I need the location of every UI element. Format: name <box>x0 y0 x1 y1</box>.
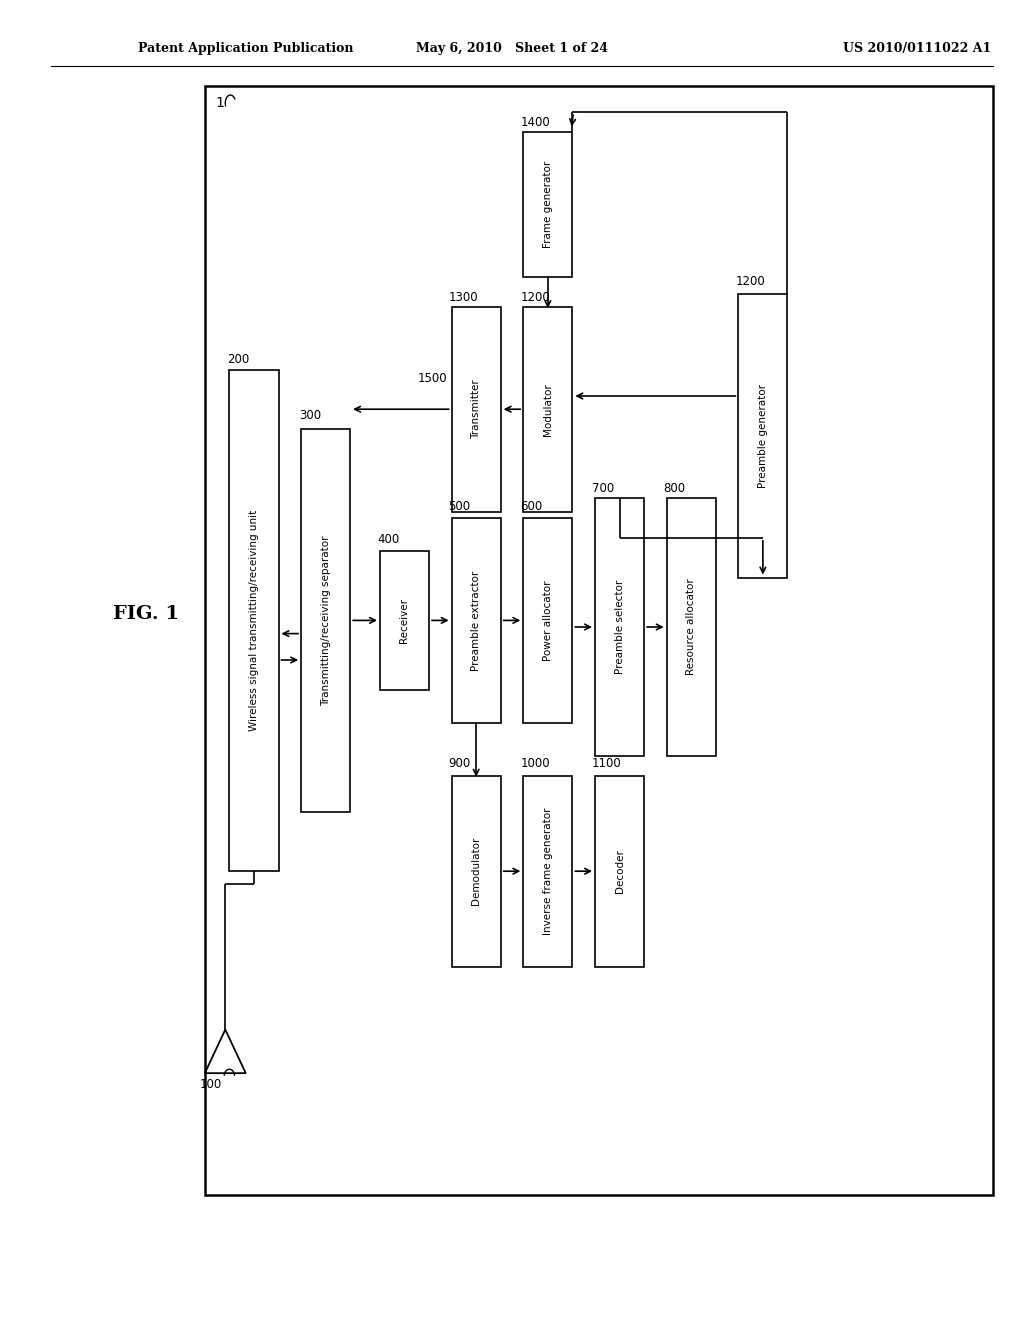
Text: Preamble extractor: Preamble extractor <box>471 570 481 671</box>
Text: Patent Application Publication: Patent Application Publication <box>138 42 353 55</box>
Text: 600: 600 <box>520 500 543 513</box>
Bar <box>523 776 572 966</box>
Bar <box>301 429 350 812</box>
Text: 1200: 1200 <box>735 275 765 288</box>
Text: Transmitter: Transmitter <box>471 379 481 440</box>
Bar <box>452 776 501 966</box>
Bar <box>229 370 279 871</box>
Text: Preamble selector: Preamble selector <box>614 579 625 675</box>
Bar <box>667 498 716 755</box>
Text: 1400: 1400 <box>520 116 550 129</box>
Text: 700: 700 <box>592 482 614 495</box>
Text: 500: 500 <box>449 500 471 513</box>
Text: 1300: 1300 <box>449 290 478 304</box>
Text: 1: 1 <box>215 96 224 110</box>
Bar <box>595 498 644 755</box>
Text: May 6, 2010   Sheet 1 of 24: May 6, 2010 Sheet 1 of 24 <box>416 42 608 55</box>
Text: 400: 400 <box>378 533 400 546</box>
Text: Frame generator: Frame generator <box>543 161 553 248</box>
Text: 1000: 1000 <box>520 756 550 770</box>
Text: Decoder: Decoder <box>614 849 625 894</box>
Bar <box>738 294 787 578</box>
Bar <box>205 86 993 1195</box>
Text: FIG. 1: FIG. 1 <box>113 605 179 623</box>
Text: 200: 200 <box>227 352 250 366</box>
Bar <box>523 132 572 277</box>
Text: Demodulator: Demodulator <box>471 837 481 906</box>
Bar <box>595 776 644 966</box>
Text: 900: 900 <box>449 756 471 770</box>
Text: 1500: 1500 <box>418 372 447 385</box>
Bar <box>523 308 572 512</box>
Text: Modulator: Modulator <box>543 383 553 436</box>
Bar <box>452 517 501 722</box>
Text: Preamble generator: Preamble generator <box>758 384 768 487</box>
Text: 300: 300 <box>299 409 322 422</box>
Text: Resource allocator: Resource allocator <box>686 578 696 676</box>
Text: Transmitting/receiving separator: Transmitting/receiving separator <box>321 535 331 706</box>
Text: Power allocator: Power allocator <box>543 581 553 660</box>
Text: Wireless signal transmitting/receiving unit: Wireless signal transmitting/receiving u… <box>249 510 259 731</box>
Bar <box>452 308 501 512</box>
Bar <box>380 552 429 689</box>
Bar <box>523 517 572 722</box>
Text: 1200: 1200 <box>520 290 550 304</box>
Text: Inverse frame generator: Inverse frame generator <box>543 808 553 935</box>
Text: Receiver: Receiver <box>399 598 410 643</box>
Text: 100: 100 <box>200 1078 222 1092</box>
Text: 800: 800 <box>664 482 686 495</box>
Text: 1100: 1100 <box>592 756 622 770</box>
Text: US 2010/0111022 A1: US 2010/0111022 A1 <box>843 42 991 55</box>
